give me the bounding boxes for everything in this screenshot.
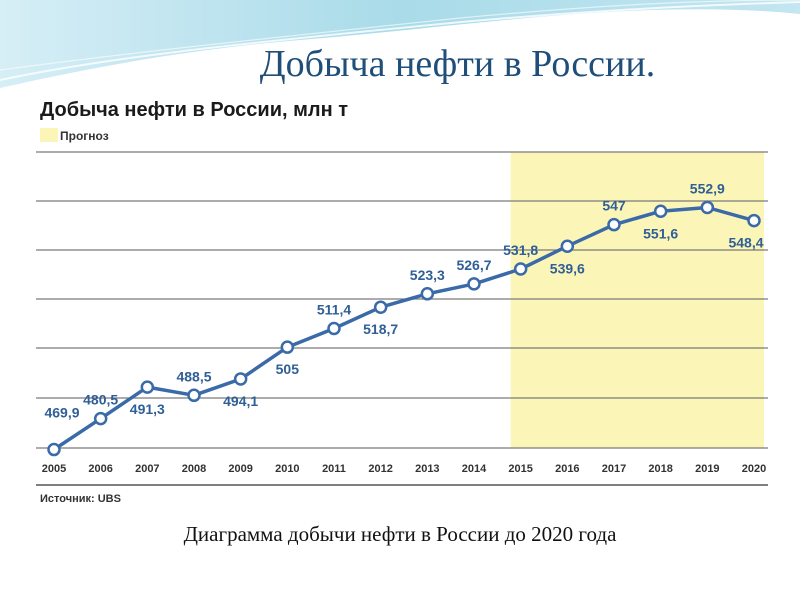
x-tick-label-2012: 2012 [368,463,392,475]
data-point-2008 [187,388,201,403]
x-tick-label-2020: 2020 [742,463,766,475]
data-point-2011 [327,321,341,336]
data-label-2018: 551,6 [643,225,678,241]
data-label-2020: 548,4 [728,235,763,251]
data-label-2019: 552,9 [690,180,725,196]
x-tick-label-2015: 2015 [508,463,532,475]
legend-label-forecast: Прогноз [60,129,109,143]
data-label-2016: 539,6 [550,260,585,276]
forecast-band [510,152,764,448]
x-tick-label-2007: 2007 [135,463,159,475]
data-point-2007 [140,380,155,394]
data-point-2016 [560,239,575,253]
x-tick-label-2019: 2019 [695,463,719,475]
data-point-2018 [653,204,668,218]
x-tick-label-2014: 2014 [462,463,487,475]
data-point-2013 [420,287,435,301]
x-tick-label-2016: 2016 [555,463,579,475]
data-point-2017 [607,217,621,232]
legend-swatch-forecast [40,128,58,142]
data-point-2020 [747,213,761,228]
x-tick-label-2017: 2017 [602,463,626,475]
x-tick-label-2008: 2008 [182,463,206,475]
data-point-2015 [513,262,528,276]
x-tick-label-2011: 2011 [322,463,346,475]
oil-production-line-chart: Добыча нефти в России, млн т Прогноз 469… [36,99,768,505]
data-point-2006 [93,411,108,426]
data-label-2009: 494,1 [223,393,258,409]
data-point-2012 [373,300,388,314]
data-label-2013: 523,3 [410,267,445,283]
slide-title: Добыча нефти в России. [259,43,656,85]
data-label-2014: 526,7 [456,257,491,273]
data-point-2005 [47,442,61,457]
x-tick-label-2006: 2006 [88,463,112,475]
data-point-2014 [467,277,481,291]
data-label-2006: 480,5 [83,392,118,408]
data-label-2007: 491,3 [130,401,165,417]
data-point-2009 [233,372,248,386]
data-label-2010: 505 [276,361,300,377]
data-label-2015: 531,8 [503,242,538,258]
data-label-2008: 488,5 [176,368,211,384]
data-point-2019 [700,200,715,215]
x-tick-label-2010: 2010 [275,463,299,475]
x-tick-label-2013: 2013 [415,463,439,475]
x-tick-label-2018: 2018 [648,463,672,475]
data-label-2005: 469,9 [44,405,79,421]
chart-container: Добыча нефти в России, млн т Прогноз 469… [32,88,772,514]
source-note: Источник: UBS [40,493,121,505]
data-label-2012: 518,7 [363,321,398,337]
series-line [53,205,755,451]
header-wave-decoration [0,0,800,88]
data-point-2010 [280,340,295,354]
x-tick-label-2005: 2005 [42,463,66,475]
data-label-2017: 547 [602,198,626,214]
slide-caption: Диаграмма добычи нефти в России до 2020 … [183,522,617,546]
chart-title: Добыча нефти в России, млн т [40,99,348,121]
x-tick-label-2009: 2009 [228,463,252,475]
data-label-2011: 511,4 [317,302,351,318]
